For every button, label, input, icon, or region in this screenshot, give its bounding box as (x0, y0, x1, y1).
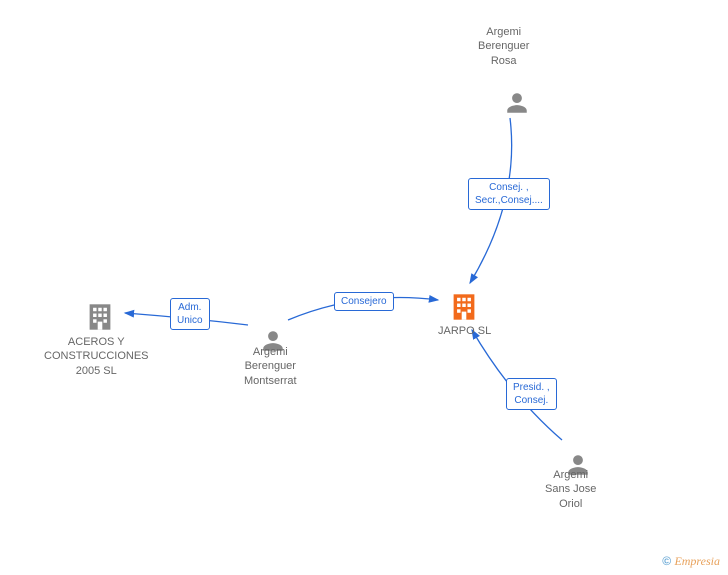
node-label-jarpo: JARPO SL (438, 324, 491, 338)
copyright-symbol: © (662, 554, 671, 568)
edge-label-montserrat-aceros: Adm.Unico (170, 298, 210, 330)
edge-label-rosa-jarpo: Consej. ,Secr.,Consej.... (468, 178, 550, 210)
node-label-oriol: ArgemiSans JoseOriol (545, 468, 596, 511)
edge-label-montserrat-jarpo: Consejero (334, 292, 394, 311)
building-icon-aceros (86, 302, 114, 332)
node-label-aceros: ACEROS YCONSTRUCCIONES2005 SL (44, 335, 149, 378)
brand-name: Empresia (674, 554, 720, 568)
building-icon-jarpo (450, 292, 478, 322)
edge-label-oriol-jarpo: Presid. ,Consej. (506, 378, 557, 410)
watermark: © Empresia (662, 554, 720, 569)
node-label-rosa: ArgemiBerenguerRosa (478, 25, 529, 68)
person-icon-rosa (504, 90, 530, 116)
node-label-montserrat: ArgemiBerenguerMontserrat (244, 345, 297, 388)
network-diagram (0, 0, 728, 575)
